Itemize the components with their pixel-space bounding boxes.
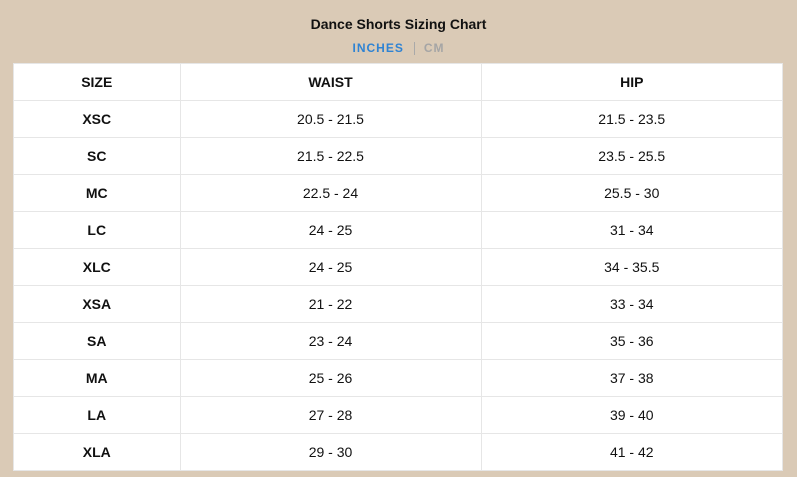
size-cell: MC [14,174,181,212]
header-hip: HIP [481,64,782,101]
header-waist: WAIST [180,64,482,101]
unit-cm-tab[interactable]: CM [423,41,445,55]
waist-cell: 29 - 30 [180,433,482,470]
waist-cell: 23 - 24 [180,322,482,360]
waist-cell: 24 - 25 [180,248,482,286]
size-cell: XSA [14,285,181,323]
unit-inches-tab[interactable]: INCHES [352,41,404,55]
table-row: LC 24 - 25 31 - 34 [14,211,782,249]
hip-cell: 39 - 40 [481,396,782,434]
waist-cell: 20.5 - 21.5 [180,100,482,138]
table-row: XSA 21 - 22 33 - 34 [14,285,782,323]
header-size: SIZE [14,64,181,101]
table-row: XLA 29 - 30 41 - 42 [14,433,782,470]
table-row: XSC 20.5 - 21.5 21.5 - 23.5 [14,100,782,138]
table-row: MA 25 - 26 37 - 38 [14,359,782,397]
sizing-table: SIZE WAIST HIP XSC 20.5 - 21.5 21.5 - 23… [14,64,782,470]
hip-cell: 25.5 - 30 [481,174,782,212]
hip-cell: 31 - 34 [481,211,782,249]
table-row: XLC 24 - 25 34 - 35.5 [14,248,782,286]
waist-cell: 24 - 25 [180,211,482,249]
hip-cell: 37 - 38 [481,359,782,397]
size-cell: XLA [14,433,181,470]
unit-divider [413,41,415,55]
hip-cell: 23.5 - 25.5 [481,137,782,175]
waist-cell: 22.5 - 24 [180,174,482,212]
hip-cell: 35 - 36 [481,322,782,360]
hip-cell: 21.5 - 23.5 [481,100,782,138]
waist-cell: 27 - 28 [180,396,482,434]
waist-cell: 25 - 26 [180,359,482,397]
waist-cell: 21 - 22 [180,285,482,323]
size-cell: XSC [14,100,181,138]
table-row: SC 21.5 - 22.5 23.5 - 25.5 [14,137,782,175]
size-cell: XLC [14,248,181,286]
size-cell: SC [14,137,181,175]
hip-cell: 34 - 35.5 [481,248,782,286]
size-cell: SA [14,322,181,360]
table-header-row: SIZE WAIST HIP [14,64,782,101]
chart-title: Dance Shorts Sizing Chart [310,16,487,32]
table-row: SA 23 - 24 35 - 36 [14,322,782,360]
hip-cell: 33 - 34 [481,285,782,323]
table-row: LA 27 - 28 39 - 40 [14,396,782,434]
size-cell: MA [14,359,181,397]
size-cell: LC [14,211,181,249]
unit-toggle: INCHES CM [0,40,797,56]
waist-cell: 21.5 - 22.5 [180,137,482,175]
table-row: MC 22.5 - 24 25.5 - 30 [14,174,782,212]
sizing-table-container: SIZE WAIST HIP XSC 20.5 - 21.5 21.5 - 23… [13,63,783,471]
hip-cell: 41 - 42 [609,444,654,460]
size-cell: LA [14,396,181,434]
